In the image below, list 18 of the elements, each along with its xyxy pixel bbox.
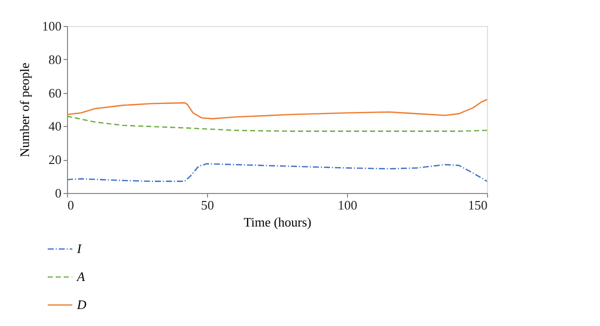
y-tick-label: 80 [48, 52, 62, 67]
line-series [67, 163, 487, 182]
legend-label: D [76, 297, 87, 312]
y-tick-label: 60 [48, 85, 62, 100]
y-tick-label: 100 [42, 18, 62, 34]
y-axis-title: Number of people [17, 62, 32, 158]
line-series [67, 98, 487, 120]
legend-label: I [76, 241, 82, 256]
line-series [67, 116, 487, 132]
y-tick-label: 20 [48, 152, 62, 168]
x-tick-label: 0 [68, 198, 74, 212]
x-tick-label: 150 [468, 198, 488, 212]
y-tick-label: 0 [55, 186, 62, 200]
x-tick-label: 50 [201, 198, 214, 212]
x-axis-title: Time (hours) [244, 214, 312, 230]
legend-label: A [76, 269, 85, 284]
x-tick-label: 100 [338, 198, 358, 212]
y-tick-label: 40 [48, 118, 62, 134]
